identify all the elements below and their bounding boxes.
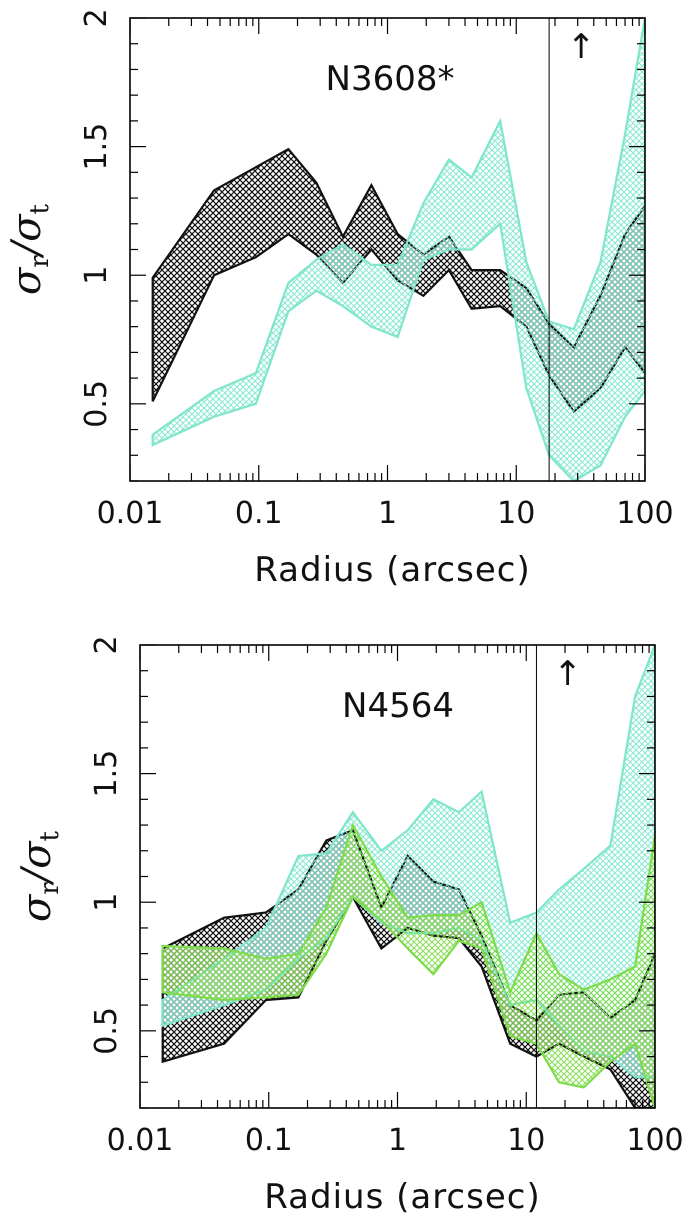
bands	[151, 18, 645, 481]
x-tick-label: 1	[388, 1123, 407, 1158]
y-tick-label: 0.5	[79, 380, 114, 428]
y-axis-label: σr/σt	[4, 203, 55, 295]
x-tick-label: 10	[507, 1123, 545, 1158]
band-series-3	[161, 822, 655, 1108]
x-tick-label: 10	[497, 496, 535, 531]
arrow-marker: ↑	[553, 654, 582, 694]
galaxy-label: N4564	[342, 686, 454, 726]
x-tick-label: 1	[378, 496, 397, 531]
y-tick-label: 0.5	[89, 1007, 124, 1055]
x-tick-label: 0.1	[245, 1123, 293, 1158]
x-tick-label: 100	[616, 496, 673, 531]
arrow-marker: ↑	[567, 27, 596, 67]
panel-n3608: ↑ N3608* 0.01 0.1 1 10 100 0.5 1 1.5 2 Radius (…	[4, 8, 674, 590]
axis-ticks	[129, 17, 646, 482]
x-tick-label: 0.1	[235, 496, 283, 531]
band-series-2	[151, 18, 645, 481]
y-tick-labels: 0.5 1 1.5 2	[79, 8, 114, 427]
y-tick-label: 2	[89, 635, 124, 654]
x-axis-label: Radius (arcsec)	[264, 1177, 540, 1217]
y-tick-label: 2	[79, 8, 114, 27]
y-axis-label: σr/σt	[14, 830, 65, 922]
y-tick-label: 1	[89, 893, 124, 912]
panel-n4564: ↑ N4564 0.01 0.1 1 10 100 0.5 1 1.5 2 Radius (a…	[14, 635, 684, 1217]
galaxy-label: N3608*	[326, 59, 455, 99]
x-tick-label: 0.01	[97, 496, 164, 531]
y-tick-labels: 0.5 1 1.5 2	[89, 635, 124, 1054]
axis-ticks	[139, 644, 656, 1109]
bands	[161, 645, 655, 1108]
x-axis-label: Radius (arcsec)	[254, 550, 530, 590]
x-tick-label: 0.01	[107, 1123, 174, 1158]
y-tick-label: 1.5	[89, 750, 124, 798]
y-tick-label: 1	[79, 266, 114, 285]
x-tick-labels: 0.01 0.1 1 10 100	[97, 496, 674, 531]
y-tick-label: 1.5	[79, 123, 114, 171]
x-tick-label: 100	[626, 1123, 683, 1158]
x-tick-labels: 0.01 0.1 1 10 100	[107, 1123, 684, 1158]
